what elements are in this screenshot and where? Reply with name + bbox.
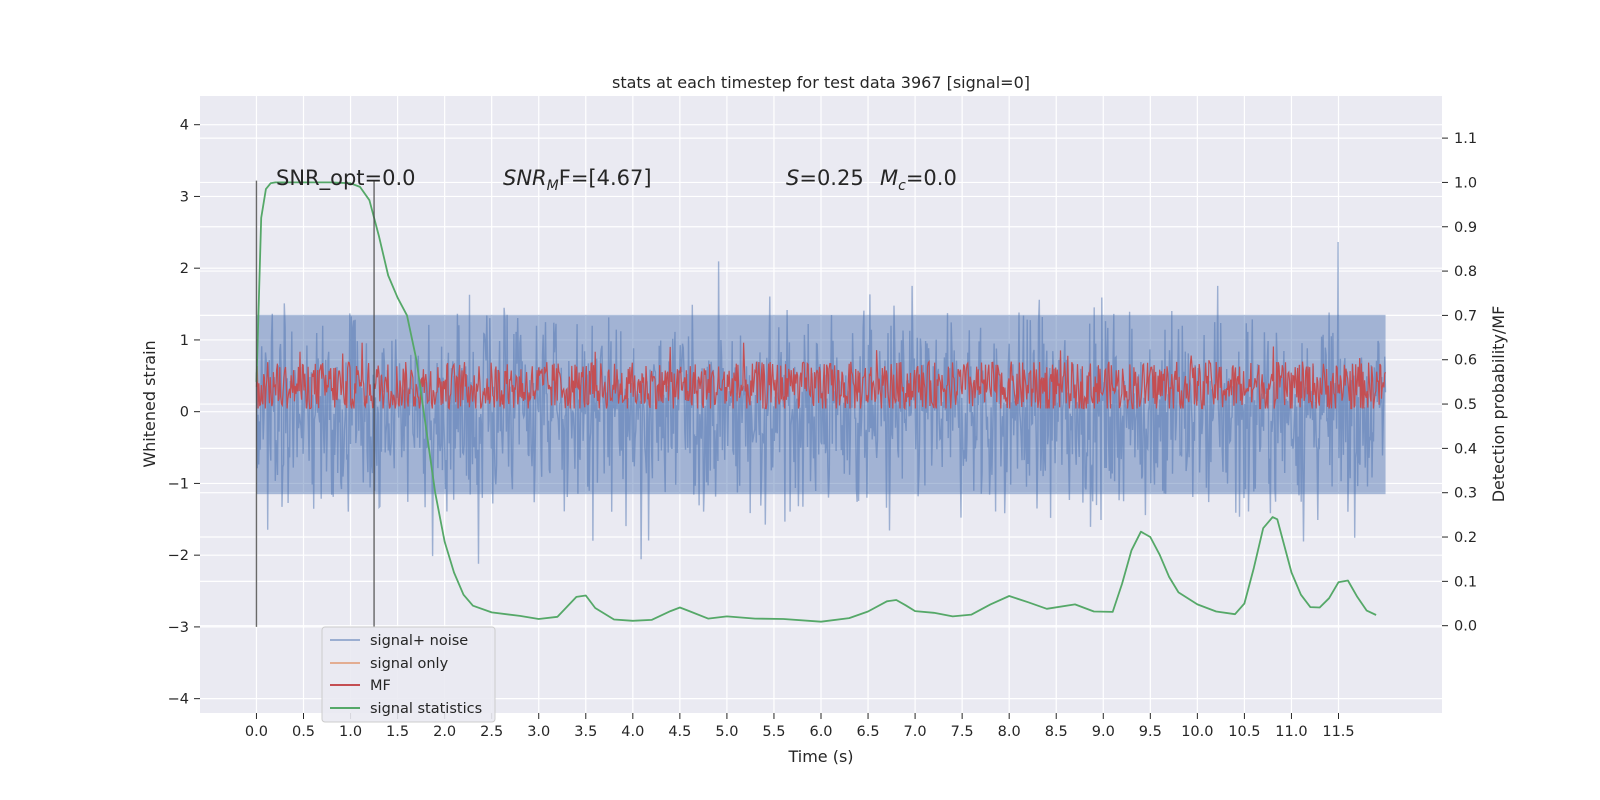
legend-label-signal-statistics: signal statistics bbox=[370, 701, 482, 717]
annotations: SNR_opt=0.0 SNRMF=[4.67] S=0.25 Mc=0.0 bbox=[276, 166, 957, 194]
y2-tick-label: 0.5 bbox=[1454, 397, 1477, 413]
y-tick-label: 2 bbox=[180, 261, 189, 277]
signal-noise-band bbox=[256, 314, 1386, 495]
annotation-s: S=0.25 bbox=[786, 166, 864, 190]
annotation-snr-opt: SNR_opt=0.0 bbox=[276, 166, 416, 191]
x-axis-ticks: 0.0 0.5 1.0 1.5 2.0 2.5 3.0 3.5 4.0 4.5 5.0 5.5 6.0 6… bbox=[245, 713, 1355, 740]
annotation-mc: Mc=0.0 bbox=[880, 166, 957, 194]
annotation-snr-mf: SNRMF=[4.67] bbox=[503, 166, 652, 194]
y2-tick-label: 1.1 bbox=[1454, 131, 1477, 147]
x-tick-label: 5.5 bbox=[762, 724, 785, 740]
y-axis-label: Whitened strain bbox=[140, 340, 159, 467]
y-tick-label: −3 bbox=[168, 620, 189, 636]
x-tick-label: 11.5 bbox=[1322, 724, 1354, 740]
annotation-s-suffix: =0.25 bbox=[799, 166, 863, 190]
x-tick-label: 10.5 bbox=[1228, 724, 1260, 740]
y-tick-label: −4 bbox=[168, 692, 189, 708]
legend-label-signal-only: signal only bbox=[370, 656, 449, 672]
chart-title: stats at each timestep for test data 396… bbox=[612, 73, 1030, 92]
vertical-markers bbox=[255, 180, 375, 627]
x-tick-label: 9.5 bbox=[1139, 724, 1162, 740]
x-tick-label: 8.5 bbox=[1045, 724, 1068, 740]
annotation-mc-sub: c bbox=[898, 178, 906, 194]
x-tick-label: 8.0 bbox=[998, 724, 1021, 740]
x-tick-label: 1.0 bbox=[339, 724, 362, 740]
y2-tick-label: 0.0 bbox=[1454, 619, 1477, 635]
annotation-snr-mf-sub: M bbox=[547, 178, 559, 194]
legend: signal+ noise signal only MF signal stat… bbox=[321, 626, 496, 723]
y-tick-label: 1 bbox=[180, 333, 189, 349]
y2-tick-label: 0.2 bbox=[1454, 530, 1477, 546]
x-tick-label: 3.0 bbox=[527, 724, 550, 740]
x-tick-label: 6.0 bbox=[809, 724, 832, 740]
x-tick-label: 9.0 bbox=[1092, 724, 1115, 740]
x-tick-label: 10.0 bbox=[1181, 724, 1213, 740]
mf-trace bbox=[255, 342, 1387, 410]
plot-area bbox=[255, 180, 1387, 627]
series-signal-statistics bbox=[255, 181, 1377, 623]
y-axis-ticks: 4 3 2 1 0 −1 −2 −3 −4 bbox=[168, 118, 200, 708]
annotation-mc-prefix: M bbox=[880, 166, 898, 190]
y2-tick-label: 0.7 bbox=[1454, 308, 1477, 324]
x-tick-label: 7.5 bbox=[951, 724, 974, 740]
x-tick-label: 0.0 bbox=[245, 724, 268, 740]
y-tick-label: 0 bbox=[180, 405, 189, 421]
y2-tick-label: 0.4 bbox=[1454, 441, 1477, 457]
legend-box bbox=[321, 626, 496, 723]
x-tick-label: 1.5 bbox=[386, 724, 409, 740]
x-tick-label: 5.0 bbox=[715, 724, 738, 740]
signal-statistics-line bbox=[255, 181, 1377, 623]
x-axis-label: Time (s) bbox=[787, 747, 853, 766]
x-tick-label: 4.5 bbox=[668, 724, 691, 740]
x-tick-label: 2.5 bbox=[480, 724, 503, 740]
y2-axis-ticks: 1.1 1.0 0.9 0.8 0.7 0.6 0.5 0.4 0.3 0.2 0.1 0.0 bbox=[1442, 131, 1477, 635]
legend-label-signal-noise: signal+ noise bbox=[370, 633, 468, 649]
y2-tick-label: 0.9 bbox=[1454, 220, 1477, 236]
y2-axis-label: Detection probability/MF bbox=[1489, 306, 1508, 503]
x-tick-label: 4.0 bbox=[621, 724, 644, 740]
x-tick-label: 6.5 bbox=[857, 724, 880, 740]
y2-tick-label: 0.3 bbox=[1454, 486, 1477, 502]
x-tick-label: 0.5 bbox=[292, 724, 315, 740]
y2-tick-label: 0.6 bbox=[1454, 353, 1477, 369]
x-tick-label: 2.0 bbox=[433, 724, 456, 740]
y2-tick-label: 1.0 bbox=[1454, 175, 1477, 191]
x-tick-label: 7.0 bbox=[904, 724, 927, 740]
y-tick-label: −1 bbox=[168, 476, 189, 492]
y-tick-label: −2 bbox=[168, 548, 189, 564]
annotation-mc-suffix: =0.0 bbox=[906, 166, 957, 190]
y-tick-label: 3 bbox=[180, 189, 189, 205]
legend-label-mf: MF bbox=[370, 678, 391, 694]
y2-tick-label: 0.1 bbox=[1454, 574, 1477, 590]
x-tick-label: 3.5 bbox=[574, 724, 597, 740]
series-mf bbox=[255, 342, 1387, 410]
y-tick-label: 4 bbox=[180, 118, 189, 134]
annotation-snr-mf-suffix: F=[4.67] bbox=[559, 166, 652, 190]
y2-tick-label: 0.8 bbox=[1454, 264, 1477, 280]
annotation-s-prefix: S bbox=[786, 166, 799, 190]
x-tick-label: 11.0 bbox=[1275, 724, 1307, 740]
annotation-snr-mf-prefix: SNR bbox=[503, 166, 547, 190]
